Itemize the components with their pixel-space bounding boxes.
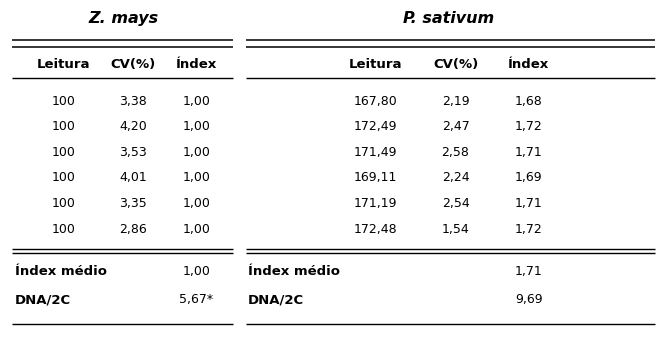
Text: 169,11: 169,11 xyxy=(354,172,398,184)
Text: Z. mays: Z. mays xyxy=(88,11,158,26)
Text: Índex médio: Índex médio xyxy=(248,265,340,278)
Text: 1,00: 1,00 xyxy=(182,265,210,278)
Text: 2,54: 2,54 xyxy=(442,197,469,210)
Text: CV(%): CV(%) xyxy=(110,58,156,70)
Text: 2,19: 2,19 xyxy=(442,95,469,108)
Text: 3,53: 3,53 xyxy=(119,146,147,159)
Text: 2,86: 2,86 xyxy=(119,223,147,236)
Text: 100: 100 xyxy=(51,120,75,133)
Text: DNA/2C: DNA/2C xyxy=(248,294,304,306)
Text: 1,72: 1,72 xyxy=(515,120,543,133)
Text: 1,00: 1,00 xyxy=(182,172,210,184)
Text: P. sativum: P. sativum xyxy=(403,11,495,26)
Text: Índex: Índex xyxy=(508,58,549,70)
Text: 172,49: 172,49 xyxy=(354,120,398,133)
Text: 1,69: 1,69 xyxy=(515,172,543,184)
Text: 9,69: 9,69 xyxy=(515,294,543,306)
Text: 1,00: 1,00 xyxy=(182,120,210,133)
Text: 2,47: 2,47 xyxy=(442,120,469,133)
Text: Leitura: Leitura xyxy=(349,58,402,70)
Text: 3,38: 3,38 xyxy=(119,95,147,108)
Text: 1,72: 1,72 xyxy=(515,223,543,236)
Text: 100: 100 xyxy=(51,172,75,184)
Text: 167,80: 167,80 xyxy=(354,95,398,108)
Text: 2,24: 2,24 xyxy=(442,172,469,184)
Text: 1,54: 1,54 xyxy=(442,223,469,236)
Text: Índex: Índex xyxy=(176,58,217,70)
Text: Leitura: Leitura xyxy=(37,58,90,70)
Text: CV(%): CV(%) xyxy=(433,58,478,70)
Text: 1,00: 1,00 xyxy=(182,197,210,210)
Text: 1,68: 1,68 xyxy=(515,95,543,108)
Text: 172,48: 172,48 xyxy=(354,223,398,236)
Text: 4,01: 4,01 xyxy=(119,172,147,184)
Text: 100: 100 xyxy=(51,197,75,210)
Text: 1,00: 1,00 xyxy=(182,223,210,236)
Text: 5,67*: 5,67* xyxy=(179,294,213,306)
Text: 1,71: 1,71 xyxy=(515,265,543,278)
Text: 1,00: 1,00 xyxy=(182,146,210,159)
Text: 171,49: 171,49 xyxy=(354,146,398,159)
Text: 3,35: 3,35 xyxy=(119,197,147,210)
Text: 100: 100 xyxy=(51,223,75,236)
Text: 1,00: 1,00 xyxy=(182,95,210,108)
Text: 100: 100 xyxy=(51,146,75,159)
Text: 1,71: 1,71 xyxy=(515,197,543,210)
Text: 1,71: 1,71 xyxy=(515,146,543,159)
Text: 2,58: 2,58 xyxy=(442,146,469,159)
Text: 100: 100 xyxy=(51,95,75,108)
Text: DNA/2C: DNA/2C xyxy=(15,294,70,306)
Text: 4,20: 4,20 xyxy=(119,120,147,133)
Text: 171,19: 171,19 xyxy=(354,197,398,210)
Text: Índex médio: Índex médio xyxy=(15,265,106,278)
